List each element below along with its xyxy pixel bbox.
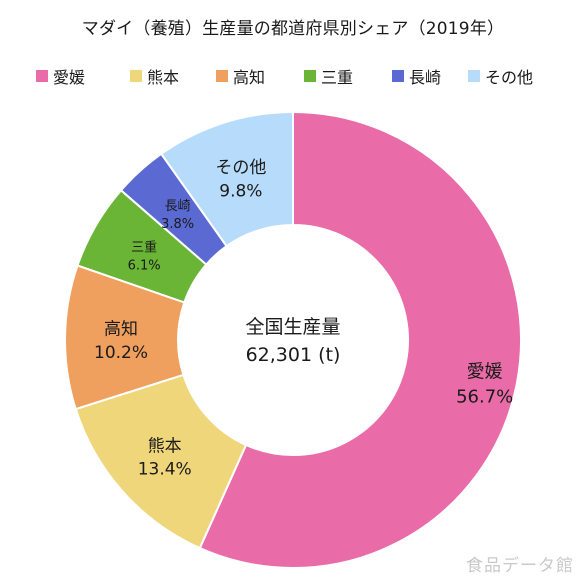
legend-swatch-other [468,70,480,82]
legend-label-kochi: 高知 [233,68,266,87]
legend-label-mie: 三重 [321,68,354,87]
legend-item-nagasaki: 長崎 [392,64,441,88]
center-label: 全国生産量 [245,316,340,338]
slice-value-ehime: 56.7% [456,386,513,407]
slice-value-kumamoto: 13.4% [138,460,192,480]
slice-other [159,110,294,248]
slice-label-kochi: 高知 [104,320,138,340]
legend-swatch-kochi [216,70,228,82]
slice-kumamoto [74,373,248,550]
legend-item-kochi: 高知 [216,64,265,88]
slice-value-nagasaki: 3.8% [161,217,194,232]
slice-ehime [198,110,522,569]
slice-label-nagasaki: 長崎 [165,199,191,214]
legend: 愛媛 熊本 高知 三重 長崎 その他 [36,64,576,88]
legend-item-kumamoto: 熊本 [130,64,179,88]
slice-value-mie: 6.1% [128,258,161,273]
watermark: 食品データ館 [466,556,574,576]
chart-title: マダイ（養殖）生産量の都道府県別シェア（2019年） [81,19,505,39]
center-value: 62,301 (t) [246,344,341,366]
slice-value-other: 9.8% [219,181,262,201]
slice-value-kochi: 10.2% [94,343,148,363]
legend-swatch-mie [304,70,316,82]
legend-item-ehime: 愛媛 [36,64,85,88]
slice-label-kumamoto: 熊本 [148,436,182,456]
slice-label-other: その他 [215,158,266,178]
legend-swatch-nagasaki [392,70,404,82]
legend-item-mie: 三重 [304,64,353,88]
legend-swatch-ehime [36,70,48,82]
slice-label-ehime: 愛媛 [467,362,503,383]
legend-swatch-kumamoto [130,70,142,82]
legend-label-nagasaki: 長崎 [409,68,442,87]
legend-label-kumamoto: 熊本 [147,68,180,87]
slice-label-mie: 三重 [131,239,157,255]
donut-slice-labels: 愛媛 56.7% 熊本 13.4% 高知 10.2% 三重 6.1% 長崎 3.8% その他 9.8% [94,158,513,480]
legend-item-other: その他 [468,64,533,88]
donut-slices [64,110,522,569]
legend-label-other: その他 [485,68,534,87]
legend-label-ehime: 愛媛 [53,68,86,87]
